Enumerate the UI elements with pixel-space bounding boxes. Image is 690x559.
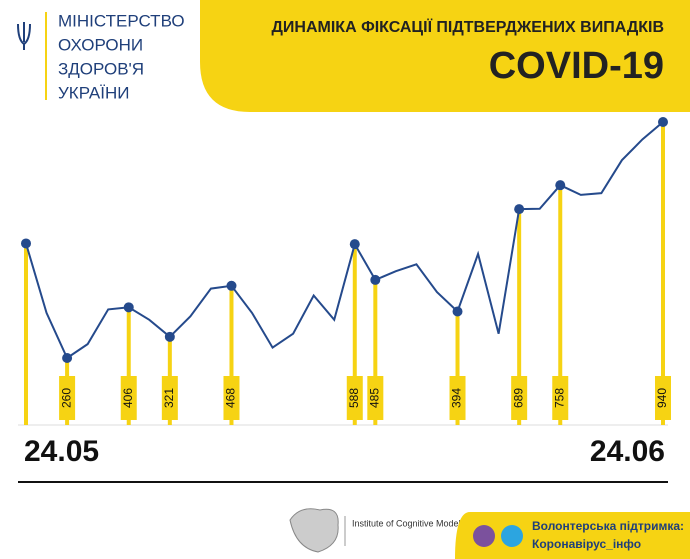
series-line <box>25 121 664 360</box>
x-tick-label: 24.05 <box>24 435 99 468</box>
point <box>62 353 73 363</box>
point <box>164 331 175 342</box>
value-label: 689 <box>511 388 525 408</box>
label-box <box>223 376 240 420</box>
ministry-line: МІНІСТЕРСТВО <box>58 11 185 30</box>
ministry-line: ОХОРОНИ <box>58 35 143 54</box>
label-box <box>367 376 384 420</box>
label-box <box>655 376 671 420</box>
label-box <box>59 376 76 420</box>
label-box <box>552 376 569 420</box>
point <box>349 239 360 250</box>
ministry-line: ЗДОРОВ'Я <box>58 59 144 78</box>
ministry-line: УКРАЇНИ <box>58 83 129 102</box>
label-box <box>449 376 466 420</box>
trident <box>17 22 31 50</box>
support: Волонтерська підтримка: <box>532 519 684 533</box>
value-label: 321 <box>162 388 176 408</box>
value-label: 394 <box>450 388 464 408</box>
point <box>226 280 237 291</box>
site: Коронавірус_інфо <box>532 537 641 551</box>
point <box>555 180 566 191</box>
point <box>514 204 525 215</box>
point <box>370 274 381 285</box>
footer-band <box>455 512 690 559</box>
point <box>123 302 134 313</box>
point <box>452 306 463 317</box>
value-label: 758 <box>552 388 566 408</box>
label-box <box>511 376 528 420</box>
label-box <box>161 376 178 420</box>
point <box>658 117 668 127</box>
value-label: 485 <box>367 388 381 408</box>
value-label: 468 <box>224 388 238 408</box>
label-box <box>346 376 363 420</box>
viber-icon <box>473 525 495 547</box>
institute: Institute of Cognitive Modeling <box>352 518 473 528</box>
telegram-icon <box>501 525 523 547</box>
value-label: 406 <box>121 388 135 408</box>
x-tick-label: 24.06 <box>590 435 665 468</box>
chart-subtitle: COVID-19 <box>489 45 664 87</box>
header-band <box>200 0 690 112</box>
chart-title: ДИНАМІКА ФІКСАЦІЇ ПІДТВЕРДЖЕНИХ ВИПАДКІВ <box>272 18 664 36</box>
plot: 260 406 321 468 588 485 394 689 758 940 24.05 24.06 <box>21 117 671 468</box>
value-label: 588 <box>347 388 361 408</box>
value-label: 260 <box>59 388 73 408</box>
value-label: 940 <box>655 388 669 408</box>
label-box <box>120 376 137 420</box>
institute-logo <box>289 508 346 553</box>
point <box>21 238 31 249</box>
